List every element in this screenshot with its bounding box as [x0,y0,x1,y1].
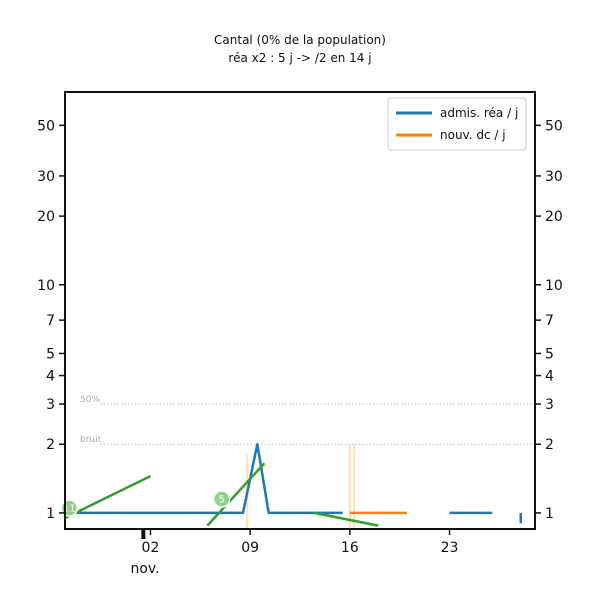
y-tick-label-left-2: 3 [46,397,55,413]
y-tick-label-left-3: 4 [46,369,55,385]
legend-box [387,97,527,151]
y-tick-label-right-9: 50 [545,118,563,134]
y-tick-label-right-7: 20 [545,209,563,225]
y-tick-label-left-8: 30 [37,169,55,185]
reference-label-0: 50% [80,395,100,405]
y-tick-label-right-2: 3 [545,397,554,413]
x-axis: 02 09 16 23 [141,529,458,556]
series-2-segment-0 [64,474,152,520]
y-tick-label-right-5: 7 [545,313,554,329]
y-tick-label-right-0: 1 [545,506,554,522]
legend-label-admis: admis. réa / j [440,106,518,120]
y-tick-label-left-5: 7 [46,313,55,329]
reference-lines: 50% bruit [80,395,535,445]
legend-label-deces: nouv. dc / j [440,128,506,142]
y-tick-label-right-6: 10 [545,278,563,294]
legend: admis. réa / j nouv. dc / j [387,97,527,151]
x-tick-label-1: 09 [241,540,259,556]
series-layer [64,442,523,527]
annotation-badge-1 [212,490,231,508]
y-tick-label-left-7: 20 [37,209,55,225]
annotation-label-1: 5 [218,495,224,506]
chart-subtitle: réa x2 : 5 j -> /2 en 14 j [228,51,371,65]
series-2-segment-1 [206,462,266,527]
reference-label-1: bruit [80,435,102,445]
x-tick-label-0: 02 [142,540,160,556]
series-2-segment-2 [313,511,379,527]
x-tick-label-2: 16 [341,540,359,556]
y-tick-label-left-9: 50 [37,118,55,134]
plot-frame [64,91,536,530]
x-tick-label-3: 23 [441,540,459,556]
y-tick-label-right-8: 30 [545,169,563,185]
series-0-segment-0 [65,442,343,515]
chart-title: Cantal (0% de la population) [214,33,386,47]
y-tick-label-right-4: 5 [545,346,554,362]
y-tick-label-left-6: 10 [37,278,55,294]
y-tick-label-left-0: 1 [46,506,55,522]
y-tick-label-left-4: 5 [46,346,55,362]
y-tick-label-right-3: 4 [545,369,554,385]
y-tick-label-left-1: 2 [46,437,55,453]
x-marker [141,529,146,539]
annotation-label-0: 11 [63,504,76,515]
x-axis-label: nov. [130,561,159,577]
y-tick-label-right-1: 2 [545,437,554,453]
